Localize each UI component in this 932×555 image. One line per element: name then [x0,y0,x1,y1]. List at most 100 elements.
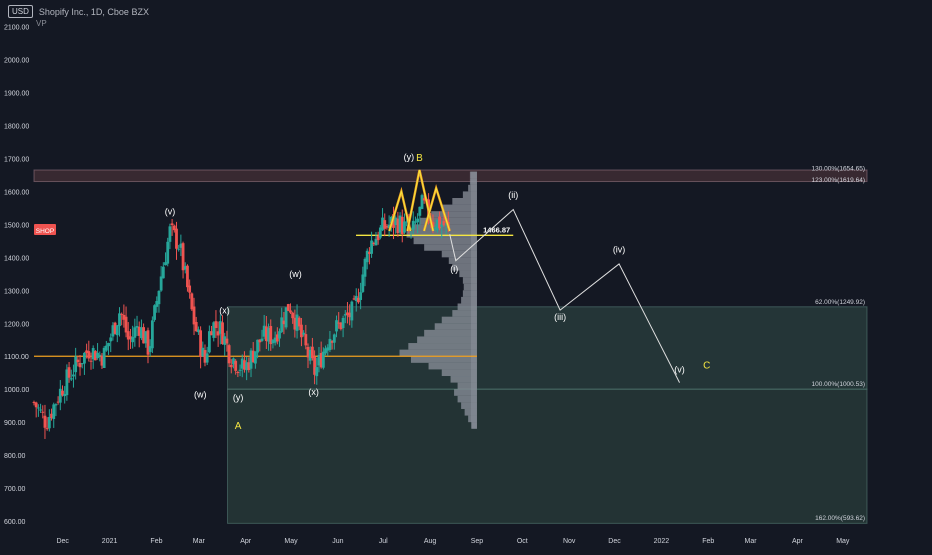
candle [374,231,378,246]
wave-label[interactable]: (x) [308,387,319,397]
volume-profile-spine [470,171,477,429]
y-tick-label: 1100.00 [4,354,29,361]
candle-body [39,409,42,411]
candle [177,244,181,252]
candle-body [271,340,275,344]
projected-wave-path[interactable] [449,208,680,383]
x-tick-label: Apr [792,538,804,545]
candle-body [284,307,288,328]
candle [243,351,246,373]
candle [124,306,128,338]
candle-body [93,351,97,361]
candle [164,252,167,266]
candle-body [205,353,209,363]
pattern-triangle[interactable] [423,186,451,232]
candle [140,319,143,341]
candle-body [109,337,113,342]
candle-body [385,226,389,228]
wave-label[interactable]: A [235,421,242,432]
candle-body [34,402,38,408]
volume-profile-indicator-label[interactable]: VP [36,19,47,28]
wave-label[interactable]: (w) [289,269,302,279]
candle-body [352,298,356,300]
candle [321,347,325,370]
candle [214,310,218,339]
wave-label[interactable]: C [703,360,710,371]
candle-body [43,415,47,428]
candle [229,359,233,374]
x-tick-label: Oct [517,538,528,545]
x-tick-label: Mar [745,538,758,545]
fib-level-label: 130.00%(1654.65) [812,165,866,172]
y-tick-label: 2000.00 [4,58,29,65]
candle [264,316,268,350]
candle-body [142,327,146,344]
candle-body [140,327,143,339]
candle [227,343,231,368]
candle [416,213,420,234]
candle [372,241,376,246]
candle [34,401,38,418]
wave-label[interactable]: (iv) [613,244,626,254]
y-tick-label: 1800.00 [4,123,29,130]
candle-body [438,216,441,229]
candle-body [330,341,334,343]
candle-body [435,219,439,231]
candle [205,346,209,366]
wave-label[interactable]: (y) [233,393,244,403]
wave-label[interactable]: (v) [165,206,176,216]
candle-body [54,404,58,406]
candle-body [170,223,174,226]
candle [210,325,213,336]
candle-body [32,401,36,403]
candle-body [135,326,139,328]
y-tick-label: 1500.00 [4,222,29,229]
currency-badge[interactable]: USD [8,5,33,18]
volume-profile-bar [459,270,477,278]
pattern-triangle[interactable] [388,189,411,232]
candle [396,211,400,237]
candle [435,219,439,233]
candle [254,351,257,369]
wave-label[interactable]: (i) [450,264,458,274]
volume-profile-bar [452,263,477,271]
candle [126,322,130,351]
candle-body [177,248,181,250]
candle-body [102,347,106,368]
candle-body [98,354,102,356]
candle-body [310,346,314,359]
candle-body [414,221,417,223]
candle [133,318,137,347]
wave-label[interactable]: (w) [194,389,207,399]
x-tick-label: Feb [150,538,162,545]
wave-label[interactable]: (iii) [554,312,566,322]
wave-label[interactable]: (v) [674,365,685,375]
candle [129,328,132,349]
candle-body [286,304,290,311]
candle-body [183,266,187,270]
fib-zone [227,388,868,524]
candle-body [227,345,231,364]
candle-body [41,411,45,413]
candle-body [422,198,426,201]
candle-body [50,413,53,418]
wave-label[interactable]: B [416,153,423,164]
candle [87,340,91,362]
candle-body [155,301,159,307]
candle [363,257,367,287]
wave-label[interactable]: (ii) [508,190,518,200]
candle-body [179,243,183,248]
candle [280,307,284,334]
candle [238,364,242,377]
candle-body [115,325,119,336]
candle [144,330,148,348]
y-tick-label: 800.00 [4,453,26,460]
candle [247,357,251,373]
symbol-price-badge[interactable]: SHOP [34,223,56,235]
candle [297,316,301,331]
wave-label[interactable]: (y) [404,152,415,162]
candle-body [76,359,80,363]
wave-label[interactable]: (x) [219,305,230,315]
candle-body [302,332,306,335]
